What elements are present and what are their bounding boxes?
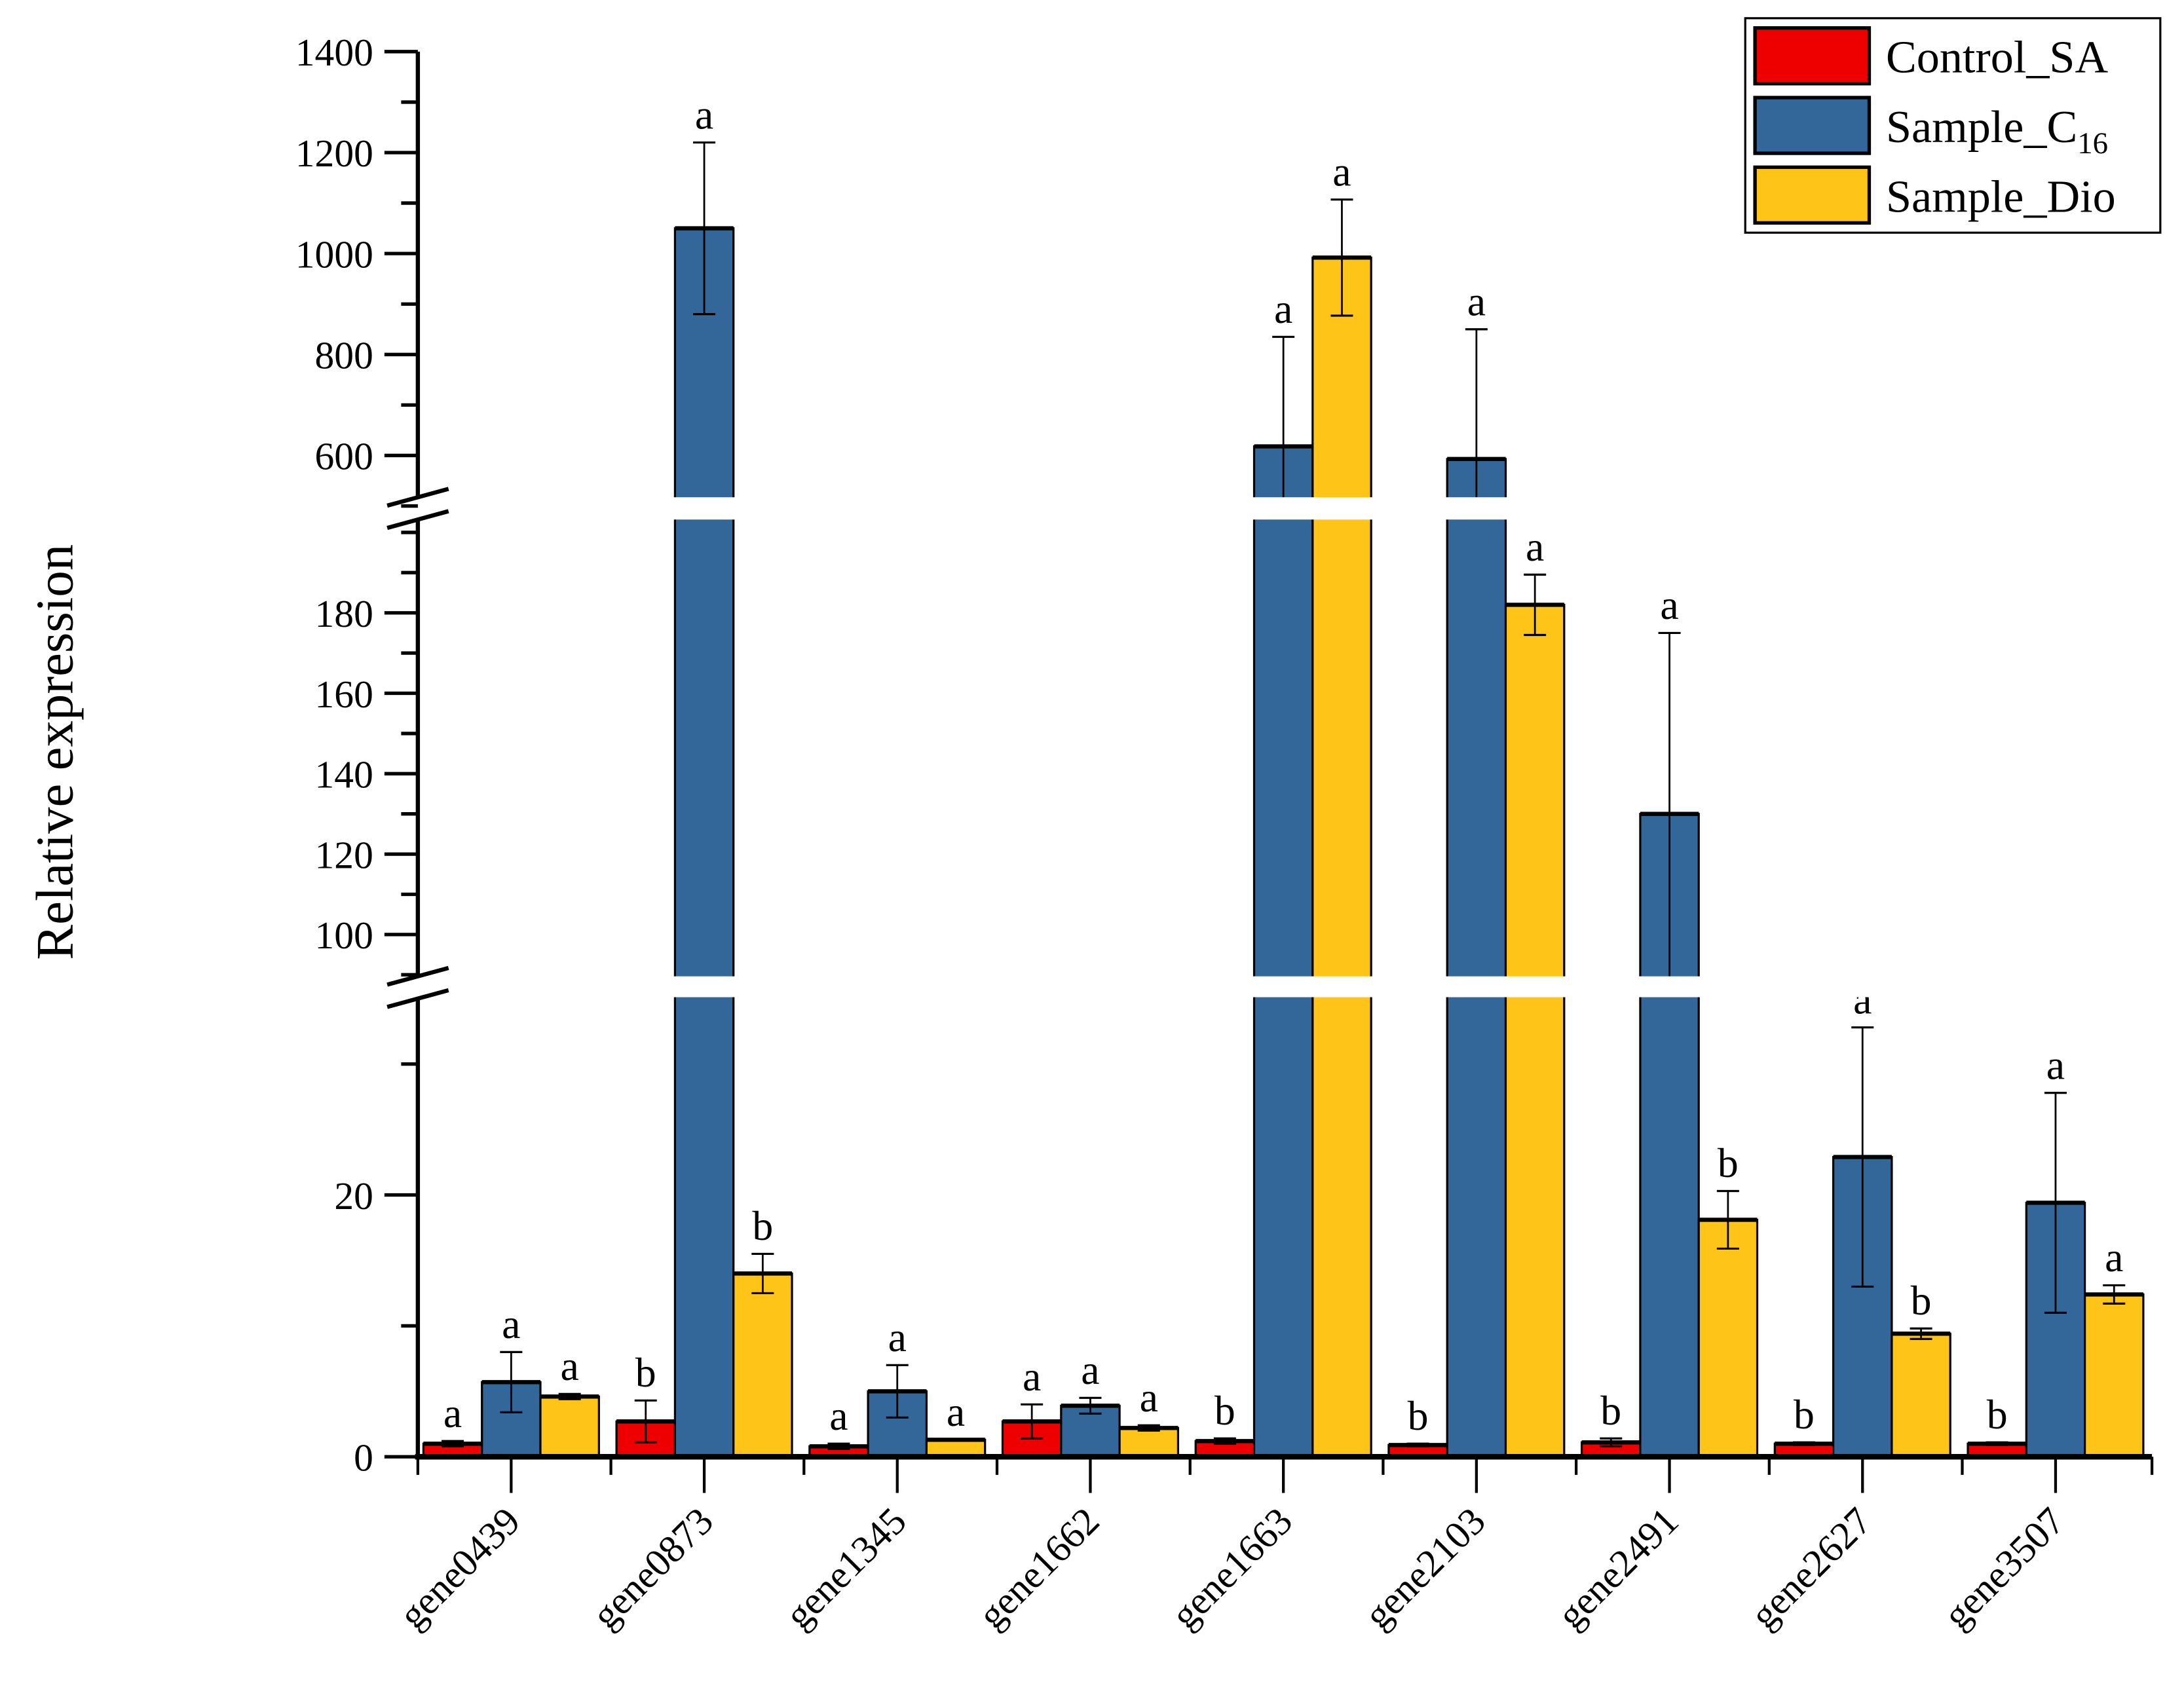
bar-Sample_C16-gene1663 xyxy=(1252,445,1314,1458)
y-tick-label: 1000 xyxy=(295,233,373,276)
significance-letter: a xyxy=(1332,148,1351,195)
significance-letter: b xyxy=(1214,1387,1235,1434)
axis-break-mark xyxy=(386,509,449,531)
significance-letter: a xyxy=(1660,582,1678,628)
legend-label-Sample_Dio: Sample_Dio xyxy=(1886,171,2116,222)
legend-swatch-Control_SA xyxy=(1753,26,1872,86)
bar-Sample_C16-gene2103 xyxy=(1446,458,1507,1458)
significance-letter: a xyxy=(560,1343,578,1389)
x-tick-label: gene2491 xyxy=(1549,1499,1686,1637)
significance-letter: a xyxy=(1140,1374,1158,1421)
y-tick-label: 160 xyxy=(315,673,373,716)
significance-letter: a xyxy=(1023,1353,1041,1400)
legend-label-Control_SA: Control_SA xyxy=(1886,32,2108,83)
bar-Sample_Dio-gene2627 xyxy=(1891,1332,1951,1458)
x-tick-label: gene0439 xyxy=(390,1499,528,1637)
significance-letter: a xyxy=(502,1301,520,1347)
significance-letter: a xyxy=(1274,286,1292,332)
bar-Sample_Dio-gene0439 xyxy=(539,1395,600,1458)
x-tick-label: gene2627 xyxy=(1742,1499,1879,1637)
y-tick-label: 1200 xyxy=(295,132,373,175)
y-tick-label: 180 xyxy=(315,592,373,635)
x-tick-label: gene3507 xyxy=(1935,1499,2073,1637)
y-tick-label: 1400 xyxy=(295,31,373,74)
x-tick-label: gene1662 xyxy=(970,1499,1107,1637)
x-tick-label: gene1345 xyxy=(777,1499,914,1637)
significance-letter: a xyxy=(829,1392,848,1439)
y-tick-label: 20 xyxy=(334,1174,373,1218)
significance-letter: b xyxy=(1718,1140,1739,1186)
legend-label-main: Sample_Dio xyxy=(1886,171,2116,222)
y-tick-label: 0 xyxy=(354,1436,373,1480)
bar-Sample_Dio-gene1345 xyxy=(925,1438,987,1458)
legend-label-main: Sample_C xyxy=(1886,102,2077,153)
legend-label-subscript: 16 xyxy=(2077,126,2108,160)
significance-letter: a xyxy=(888,1314,907,1360)
bar-Sample_Dio-gene2103 xyxy=(1504,603,1566,1458)
legend-swatch-Sample_C16 xyxy=(1753,96,1872,155)
axis-break-gap xyxy=(421,976,2155,997)
x-tick-label: gene1663 xyxy=(1163,1499,1300,1637)
bar-Sample_Dio-gene1662 xyxy=(1118,1426,1179,1458)
significance-letter: b xyxy=(752,1202,773,1249)
significance-letter: a xyxy=(1467,278,1486,324)
significance-letter: b xyxy=(1794,1391,1815,1438)
axis-break-gap xyxy=(421,497,2155,520)
y-tick-label: 140 xyxy=(315,753,373,796)
x-tick-label: gene0873 xyxy=(584,1499,721,1637)
bar-Sample_C16-gene0873 xyxy=(673,227,735,1458)
bar-Sample_Dio-gene2491 xyxy=(1697,1218,1759,1458)
x-tick-label: gene2103 xyxy=(1356,1499,1494,1637)
legend-label-Sample_C16: Sample_C16 xyxy=(1886,102,2108,160)
y-tick-label: 100 xyxy=(315,914,373,957)
axis-break-mark xyxy=(386,487,449,508)
significance-letter: a xyxy=(695,91,713,138)
significance-letter: a xyxy=(2105,1234,2123,1280)
significance-letter: b xyxy=(1600,1387,1621,1434)
significance-letter: a xyxy=(1526,523,1544,570)
y-tick-label: 800 xyxy=(315,334,373,377)
legend-swatch-Sample_Dio xyxy=(1753,165,1872,225)
significance-letter: a xyxy=(2046,1041,2065,1088)
significance-letter: a xyxy=(443,1390,462,1436)
bar-Sample_Dio-gene1663 xyxy=(1311,256,1372,1458)
axis-break-mark xyxy=(386,988,449,1009)
legend-label-main: Control_SA xyxy=(1886,32,2108,83)
y-tick-label: 120 xyxy=(315,833,373,876)
legend: Control_SA Sample_C16 Sample_Dio xyxy=(1744,17,2162,234)
bar-Sample_Dio-gene3507 xyxy=(2084,1293,2145,1458)
significance-letter: b xyxy=(1911,1277,1932,1324)
significance-letter: b xyxy=(635,1349,656,1396)
significance-letter: a xyxy=(947,1388,965,1435)
significance-letter: b xyxy=(1987,1391,2008,1438)
bar-Sample_Dio-gene0873 xyxy=(732,1272,793,1458)
y-tick-label: 600 xyxy=(315,435,373,478)
significance-letter: a xyxy=(1081,1347,1099,1393)
y-axis-title: Relative expression xyxy=(26,544,85,960)
axis-breaks xyxy=(421,497,2155,997)
significance-letter: b xyxy=(1408,1392,1429,1439)
